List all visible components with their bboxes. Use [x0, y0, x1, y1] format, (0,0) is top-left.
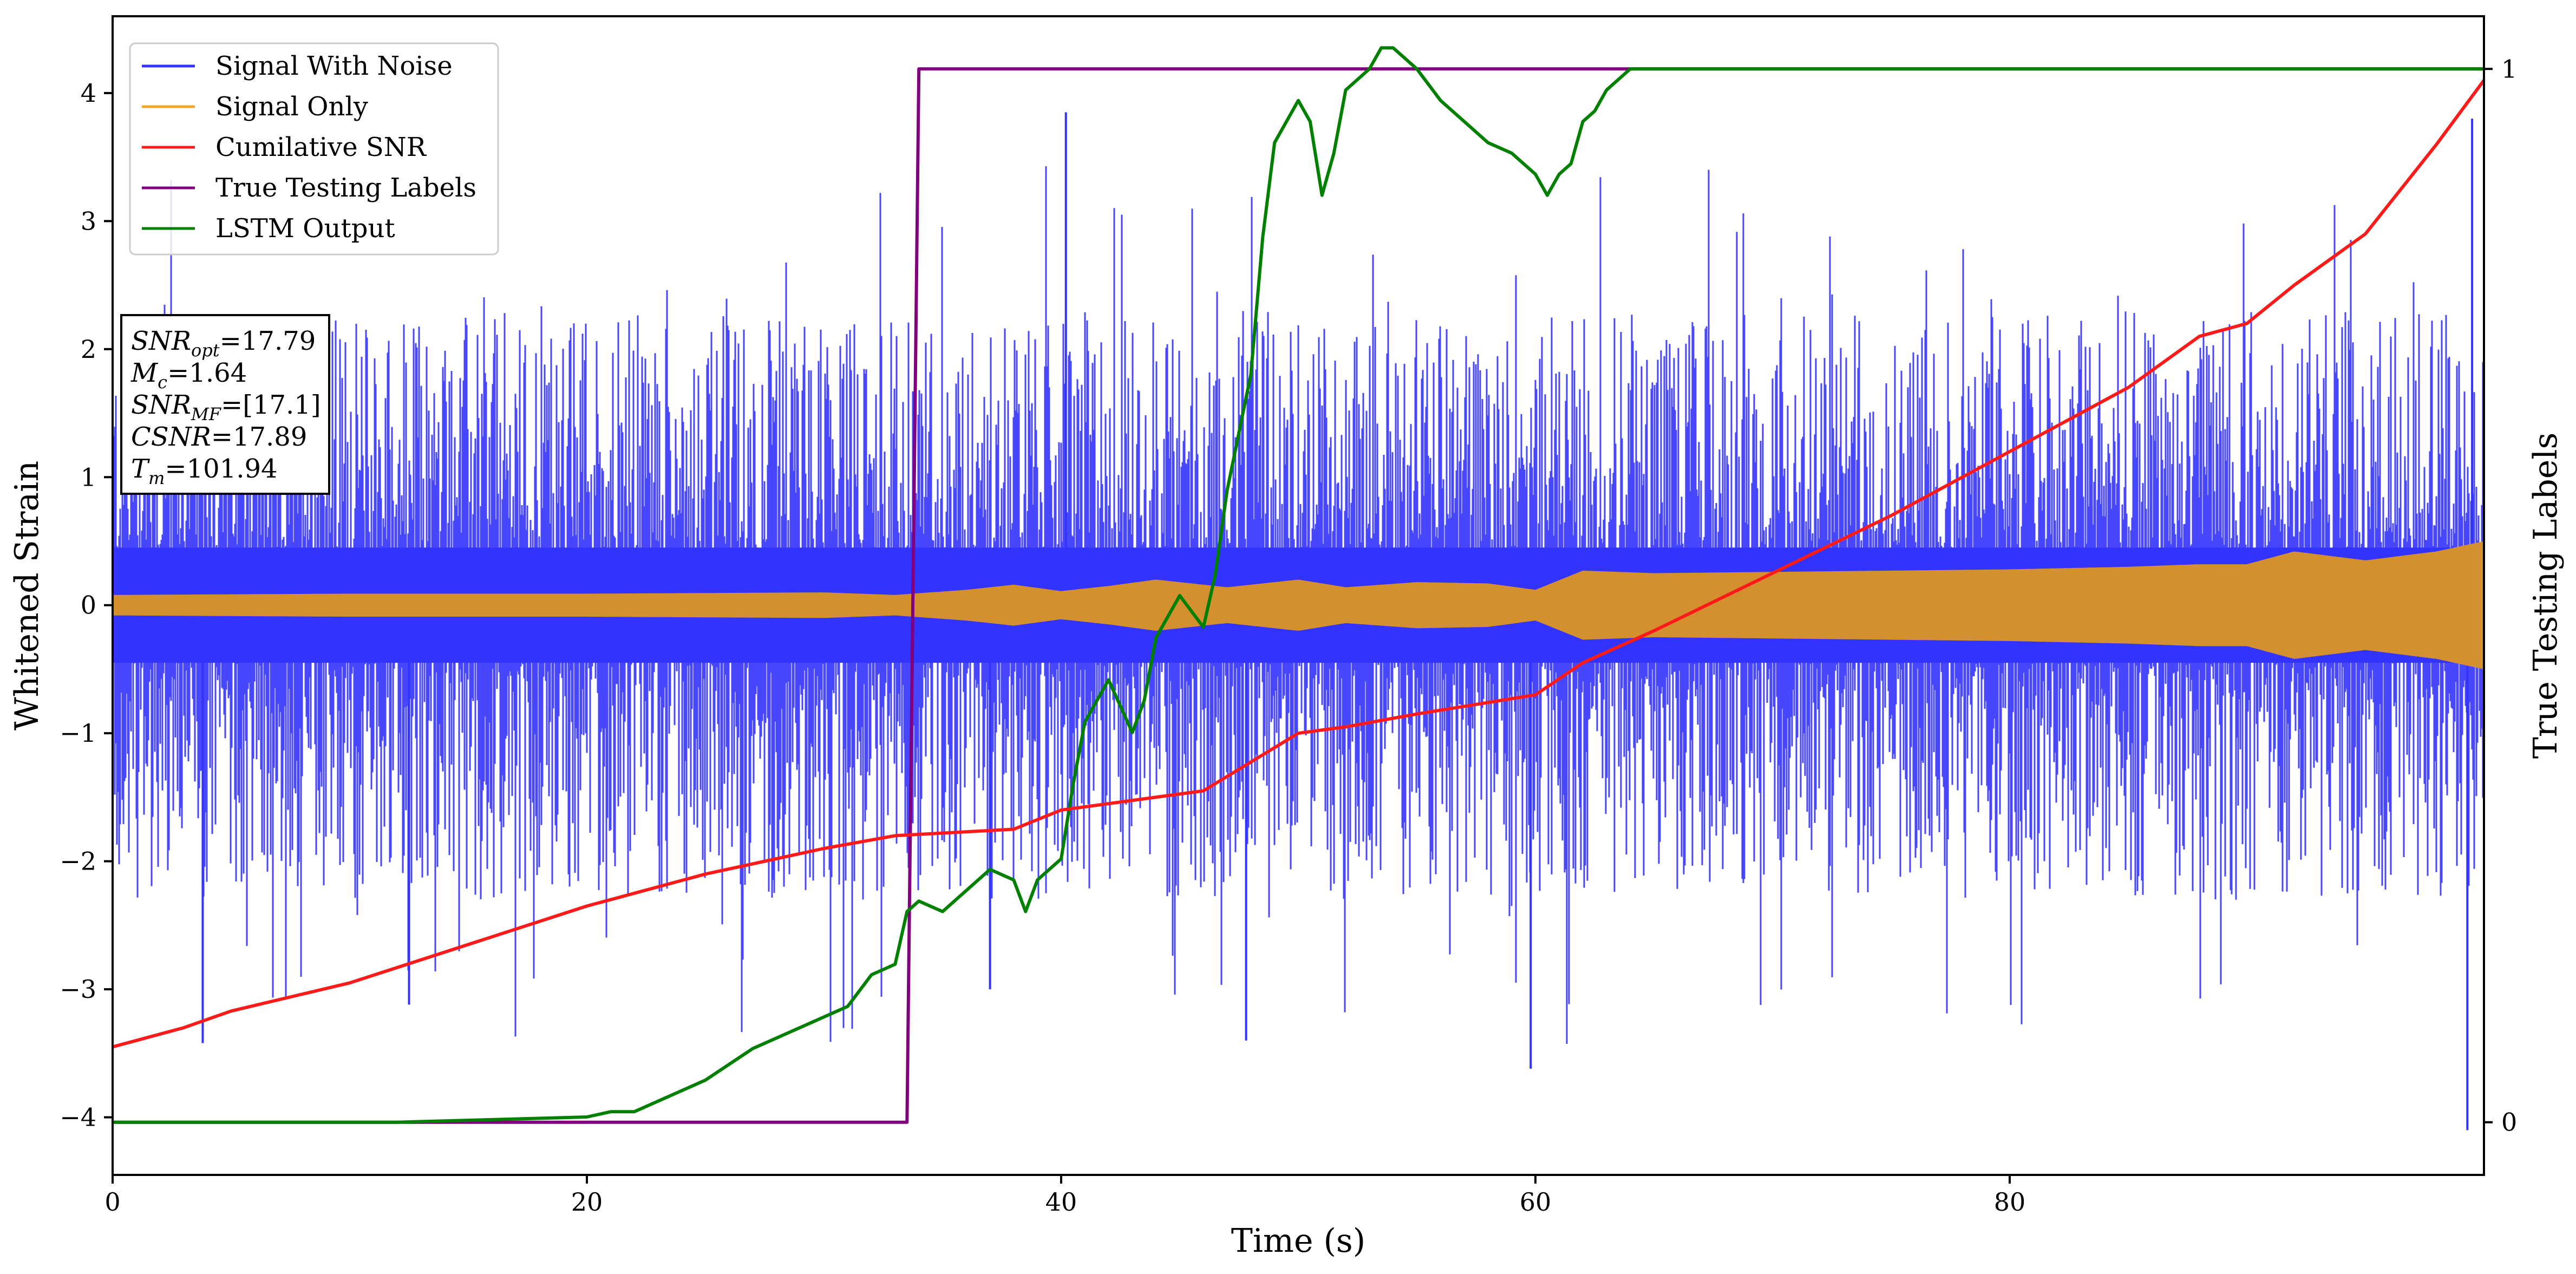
plot-area [113, 46, 2484, 1131]
stats-line-tm: Tm=101.94 [131, 454, 278, 488]
y-tick-label: 0 [81, 591, 96, 620]
stats-line-mc: Mc=1.64 [130, 358, 247, 393]
plot-frame [112, 15, 2485, 1176]
x-tick-label: 40 [1045, 1187, 1077, 1217]
x-tick-label: 20 [571, 1187, 603, 1217]
legend-frame [129, 42, 499, 256]
legend-label-true-labels: True Testing Labels [215, 173, 476, 203]
y-tick-label: 4 [81, 79, 96, 108]
legend-label-lstm-output: LSTM Output [215, 213, 395, 244]
y-tick-label: 1 [81, 462, 96, 492]
y-tick-label: 3 [81, 206, 96, 236]
y-tick-label: −3 [60, 975, 96, 1004]
legend-label-signal-with-noise: Signal With Noise [215, 51, 453, 81]
x-tick-label: 0 [104, 1187, 120, 1217]
y-tick-label: 2 [81, 335, 96, 364]
y-tick-label: −2 [60, 847, 96, 876]
legend-label-cumulative-snr: Cumilative SNR [215, 132, 427, 162]
y2-tick-label: 0 [2501, 1108, 2517, 1137]
stats-box-frame [120, 314, 330, 495]
x-tick-label: 80 [1994, 1187, 2026, 1217]
stats-line-csnr: CSNR=17.89 [131, 422, 307, 452]
stats-line-snr-opt: SNRopt=17.79 [131, 326, 316, 361]
y-tick-label: −1 [60, 718, 96, 748]
stats-line-snr-mf: SNRMF=[17.1] [131, 390, 321, 424]
stats-box: SNRopt=17.79 Mc=1.64 SNRMF=[17.1] CSNR=1… [120, 314, 330, 495]
y-tick-label: −4 [60, 1103, 96, 1132]
series-lstm-output [113, 46, 2484, 1124]
legend: Signal With Noise Signal Only Cumilative… [129, 42, 499, 256]
series-signal-only [113, 541, 2484, 669]
y2-axis-label: True Testing Labels [2527, 433, 2565, 759]
y2-tick-label: 1 [2501, 54, 2517, 83]
y-axis-label: Whitened Strain [8, 461, 46, 730]
legend-label-signal-only: Signal Only [215, 92, 368, 122]
x-axis-label: Time (s) [1231, 1222, 1365, 1260]
series-cumulative-snr [113, 79, 2484, 1049]
x-tick-label: 60 [1520, 1187, 1552, 1217]
